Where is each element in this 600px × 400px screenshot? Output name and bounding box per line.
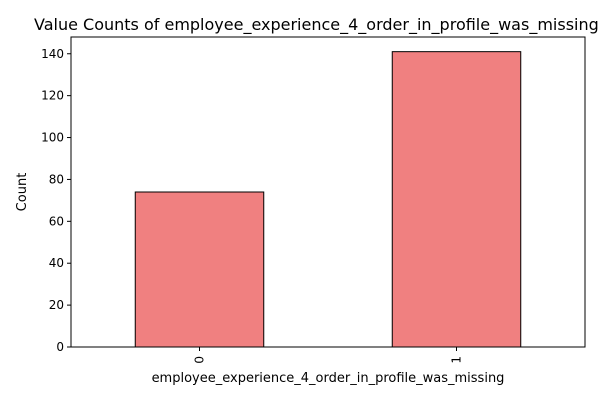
axes-frame	[70, 36, 586, 348]
y-tick-label: 120	[41, 89, 64, 103]
bar-0	[134, 191, 265, 348]
y-tick-label: 80	[49, 172, 64, 186]
y-axis-label: Count	[15, 173, 30, 212]
y-tick-label: 100	[41, 131, 64, 145]
y-tick-label: 0	[56, 340, 64, 354]
y-tick-label: 60	[49, 214, 64, 228]
y-tick-label: 20	[49, 298, 64, 312]
y-tick-label: 140	[41, 47, 64, 61]
x-tick-label: 1	[450, 356, 464, 364]
y-tick-label: 40	[49, 256, 64, 270]
x-axis-label: employee_experience_4_order_in_profile_w…	[152, 371, 505, 386]
x-tick-label: 0	[193, 356, 207, 364]
bar-1	[391, 51, 522, 348]
chart-title: Value Counts of employee_experience_4_or…	[34, 15, 599, 35]
